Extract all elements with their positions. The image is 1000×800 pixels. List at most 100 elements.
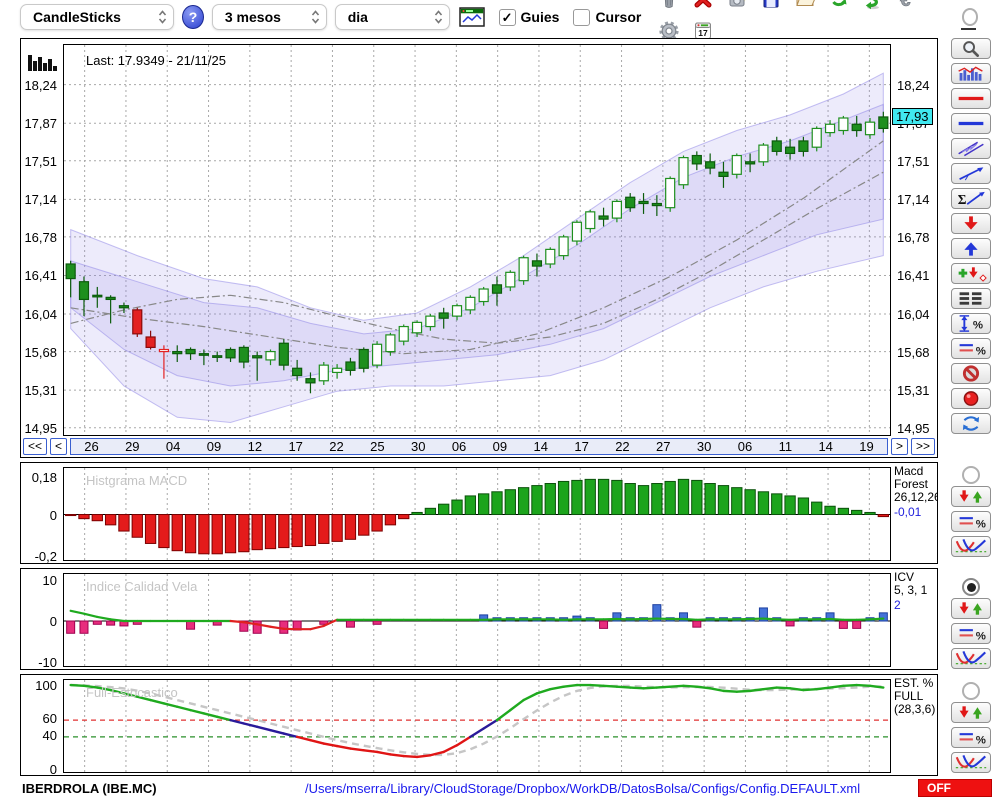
y-tick-label: 0: [49, 507, 57, 523]
scroll-prev-button[interactable]: <: [50, 438, 68, 455]
y-tick-label: 16,41: [897, 268, 930, 284]
guies-checkbox[interactable]: ✓: [498, 8, 516, 26]
icv-y-axis: 10 0 -10: [21, 569, 61, 670]
save-button[interactable]: [758, 0, 785, 13]
icv-plot-area[interactable]: Indice Calidad Vela: [63, 573, 891, 667]
main-plot-area[interactable]: Last: 17.9349 - 21/11/25: [63, 44, 891, 436]
date-label: 11: [778, 439, 793, 454]
y-tick-label: 100: [35, 678, 57, 694]
period-select[interactable]: 3 mesos: [211, 4, 327, 30]
add-remove-tool-button[interactable]: [951, 263, 991, 284]
histogram-legend-icon: [28, 55, 57, 71]
date-label: 27: [656, 439, 671, 454]
y-tick-label: 16,04: [897, 307, 930, 323]
arrow-down-tool-button[interactable]: [951, 213, 991, 234]
y-tick-label: -0,2: [34, 548, 57, 564]
forbidden-tool-button[interactable]: [951, 363, 991, 384]
calendar-button[interactable]: 17: [690, 17, 717, 44]
delete-button[interactable]: [690, 0, 717, 13]
volume-chart-tool-button[interactable]: [951, 63, 991, 84]
est-curves-button[interactable]: [951, 752, 991, 773]
trendline-tool-button[interactable]: [951, 163, 991, 184]
icv-chart-svg[interactable]: [64, 574, 890, 666]
stochastic-plot-area[interactable]: Full-Estocastico: [63, 679, 891, 773]
est-lines-percent-button[interactable]: %: [951, 727, 991, 748]
off-toggle-button[interactable]: OFF: [918, 779, 992, 797]
y-tick-label: 17,87: [24, 116, 57, 132]
date-label: 30: [410, 439, 426, 454]
date-label: 17: [574, 439, 589, 454]
last-price-label: Last: 17.9349 - 21/11/25: [86, 53, 226, 68]
main-chart-panel: 18,24 17,87 17,51 17,14 16,78 16,41 16,04 15,68…: [20, 38, 938, 458]
stochastic-info: EST. % FULL (28,3,6): [894, 677, 937, 716]
y-tick-label: 17,14: [897, 192, 930, 208]
channel-tool-button[interactable]: [951, 138, 991, 159]
lines-percent-tool-button[interactable]: %: [951, 338, 991, 359]
date-axis[interactable]: 26 29 04 09 12 17 22 25 30 06 09 14 17 22 27 30 06 11 14 19: [70, 438, 888, 455]
macd-info-line: 26,12,26: [894, 490, 937, 504]
macd-y-axis: 0,18 0 -0,2: [21, 463, 61, 564]
chevron-updown-icon: [434, 10, 443, 24]
arrow-up-tool-button[interactable]: [951, 238, 991, 259]
guies-checkbox-group: ✓ Guies: [498, 8, 560, 26]
date-label: 25: [370, 439, 385, 454]
cursor-checkbox[interactable]: [573, 8, 591, 26]
main-panel-radio[interactable]: [961, 8, 979, 26]
snapshot-button[interactable]: [724, 0, 751, 13]
y-tick-label: 18,24: [24, 77, 57, 93]
list-rows-tool-button[interactable]: [951, 288, 991, 309]
y-tick-label: 0: [49, 761, 57, 777]
open-button[interactable]: [792, 0, 819, 13]
y-tick-label: 17,51: [24, 153, 57, 169]
refresh-button[interactable]: [826, 0, 853, 13]
est-panel-radio[interactable]: [962, 682, 980, 700]
euro-button[interactable]: €: [894, 0, 921, 13]
macd-curves-button[interactable]: [951, 536, 991, 557]
macd-up-down-arrows-button[interactable]: [951, 486, 991, 507]
mini-chart-button[interactable]: [458, 4, 485, 31]
icv-info-line: 5, 3, 1: [894, 583, 928, 597]
main-y-axis-right: 18,2417,8717,5117,1416,7816,4116,0415,68…: [893, 39, 937, 457]
chevron-updown-icon: [311, 10, 320, 24]
chart-type-select[interactable]: CandleSticks: [20, 4, 175, 30]
svg-text:%: %: [976, 631, 986, 643]
macd-lines-percent-button[interactable]: %: [951, 511, 991, 532]
chart-type-value: CandleSticks: [33, 9, 121, 25]
swap-tool-button[interactable]: [951, 413, 991, 434]
date-label: 04: [165, 439, 181, 454]
cursor-checkbox-group: Cursor: [573, 8, 641, 26]
sum-trendline-tool-button[interactable]: Σ: [951, 188, 991, 209]
icv-panel-radio[interactable]: [962, 578, 980, 596]
main-y-axis-left: 18,24 17,87 17,51 17,14 16,78 16,41 16,04 15,68…: [21, 39, 61, 457]
icv-info-line: ICV: [894, 571, 915, 584]
macd-chart-svg[interactable]: [64, 468, 890, 560]
interval-select[interactable]: dia: [334, 4, 450, 30]
icv-up-down-arrows-button[interactable]: [951, 598, 991, 619]
main-chart-svg[interactable]: [64, 45, 890, 435]
scroll-next-button[interactable]: >: [890, 438, 908, 455]
svg-text:%: %: [976, 519, 986, 531]
tool-sidebar: Σ%%%%%: [945, 0, 1000, 800]
macd-plot-area[interactable]: Histgrama MACD: [63, 467, 891, 561]
zoom-tool-button[interactable]: [951, 38, 991, 59]
scroll-first-button[interactable]: <<: [23, 438, 48, 455]
icv-curves-button[interactable]: [951, 648, 991, 669]
scroll-last-button[interactable]: >>: [910, 438, 935, 455]
est-up-down-arrows-button[interactable]: [951, 702, 991, 723]
blue-line-tool-button[interactable]: [951, 113, 991, 134]
macd-info-line: Forest: [894, 477, 929, 491]
date-label: 09: [492, 439, 508, 454]
y-tick-label: -10: [38, 654, 57, 670]
stochastic-chart-svg[interactable]: [64, 680, 890, 772]
sync-button[interactable]: [860, 0, 887, 13]
help-button[interactable]: ?: [182, 5, 204, 29]
red-line-tool-button[interactable]: [951, 88, 991, 109]
interval-value: dia: [347, 9, 368, 25]
macd-panel-radio[interactable]: [962, 466, 980, 484]
trash-button[interactable]: [656, 0, 683, 13]
icv-lines-percent-button[interactable]: %: [951, 623, 991, 644]
record-tool-button[interactable]: [951, 388, 991, 409]
y-tick-label: 0: [49, 614, 57, 630]
guies-label: Guies: [520, 9, 560, 25]
vertical-range-percent-tool-button[interactable]: %: [951, 313, 991, 334]
